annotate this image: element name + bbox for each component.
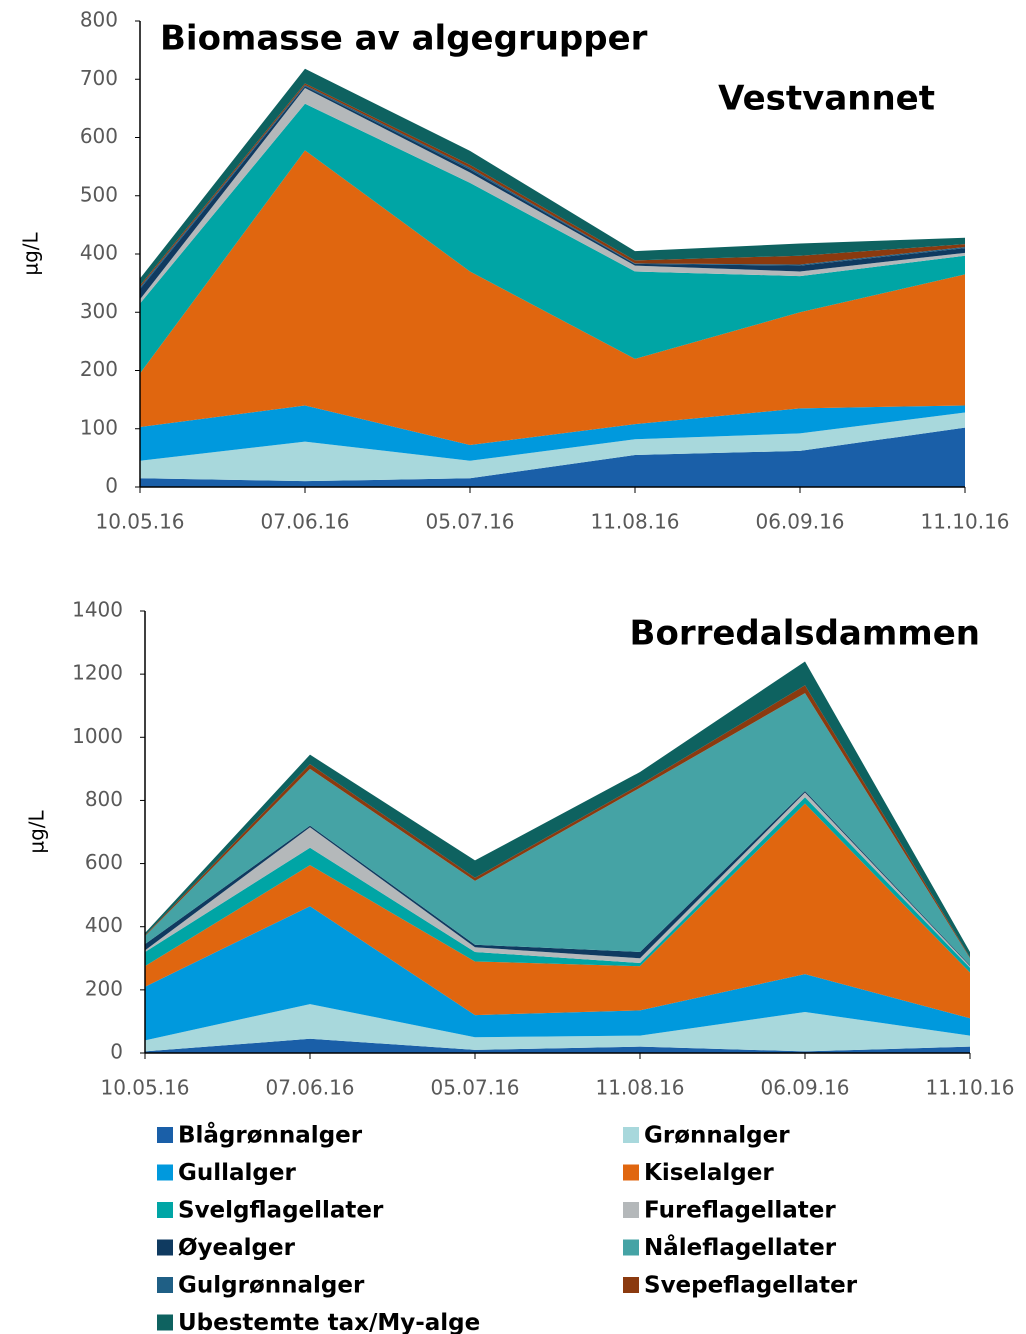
y-tick-label: 600 bbox=[85, 850, 123, 874]
area bbox=[140, 405, 965, 461]
area bbox=[145, 1038, 970, 1053]
legend-swatch bbox=[623, 1239, 639, 1256]
x-tick-label: 11.10.16 bbox=[925, 1076, 1014, 1100]
legend-label: Ubestemte tax/My-alge bbox=[178, 1310, 480, 1334]
y-tick-label: 1400 bbox=[72, 598, 123, 622]
y-tick-label: 200 bbox=[85, 976, 123, 1000]
area bbox=[145, 906, 970, 1041]
y-tick-label: 800 bbox=[85, 787, 123, 811]
legend-swatch bbox=[157, 1202, 173, 1218]
area bbox=[145, 803, 970, 1019]
x-tick-label: 06.09.16 bbox=[760, 1076, 849, 1100]
y-tick-label: 600 bbox=[80, 124, 118, 148]
legend-label: Øyealger bbox=[178, 1235, 296, 1261]
area bbox=[145, 693, 970, 966]
y-tick-label: 400 bbox=[80, 241, 118, 265]
legend-swatch bbox=[157, 1164, 173, 1181]
y-tick-label: 0 bbox=[110, 1040, 123, 1064]
area bbox=[140, 412, 965, 482]
chart-subtitle: Borredalsdammen bbox=[630, 614, 980, 654]
y-axis-label: µg/L bbox=[19, 231, 43, 275]
legend-swatch bbox=[623, 1202, 639, 1218]
x-tick-label: 07.06.16 bbox=[260, 510, 349, 534]
x-tick-label: 10.05.16 bbox=[100, 1076, 189, 1100]
legend-label: Nåleflagellater bbox=[644, 1234, 837, 1261]
x-tick-label: 11.08.16 bbox=[590, 510, 679, 534]
legend-swatch bbox=[157, 1127, 173, 1143]
legend-label: Kiselalger bbox=[644, 1160, 774, 1186]
legend-label: Grønnalger bbox=[644, 1123, 790, 1149]
y-tick-label: 200 bbox=[80, 357, 118, 381]
area bbox=[145, 797, 970, 973]
y-tick-label: 400 bbox=[85, 913, 123, 937]
area bbox=[140, 427, 965, 487]
legend-swatch bbox=[157, 1277, 173, 1293]
area bbox=[140, 103, 965, 374]
x-tick-label: 10.05.16 bbox=[95, 510, 184, 534]
legend-label: Svelgflagellater bbox=[178, 1198, 384, 1224]
legend-label: Blågrønnalger bbox=[178, 1122, 363, 1149]
chart-subtitle: Vestvannet bbox=[718, 79, 935, 119]
y-tick-label: 1000 bbox=[72, 724, 123, 748]
y-tick-label: 0 bbox=[105, 474, 118, 498]
x-tick-label: 06.09.16 bbox=[755, 510, 844, 534]
x-tick-label: 05.07.16 bbox=[425, 510, 514, 534]
y-tick-label: 1200 bbox=[72, 661, 123, 685]
chart-title: Biomasse av algegrupper bbox=[160, 19, 648, 59]
x-tick-label: 07.06.16 bbox=[265, 1076, 354, 1100]
y-axis-label: µg/L bbox=[25, 809, 49, 853]
x-tick-label: 11.08.16 bbox=[595, 1076, 684, 1100]
y-tick-label: 500 bbox=[80, 182, 118, 206]
x-tick-label: 11.10.16 bbox=[920, 510, 1009, 534]
area bbox=[145, 792, 970, 968]
legend-swatch bbox=[623, 1277, 639, 1293]
legend-swatch bbox=[623, 1164, 639, 1181]
x-tick-label: 05.07.16 bbox=[430, 1076, 519, 1100]
legend-label: Fureflagellater bbox=[644, 1198, 836, 1224]
y-tick-label: 100 bbox=[80, 415, 118, 439]
area bbox=[140, 150, 965, 446]
legend-swatch bbox=[157, 1314, 173, 1331]
y-tick-label: 800 bbox=[80, 8, 118, 32]
y-tick-label: 300 bbox=[80, 299, 118, 323]
area bbox=[145, 1004, 970, 1052]
y-tick-label: 700 bbox=[80, 66, 118, 90]
legend-swatch bbox=[623, 1127, 639, 1143]
legend-label: Gullalger bbox=[178, 1160, 296, 1186]
legend-swatch bbox=[157, 1239, 173, 1256]
legend-label: Svepeflagellater bbox=[644, 1273, 858, 1299]
legend-label: Gulgrønnalger bbox=[178, 1273, 365, 1299]
